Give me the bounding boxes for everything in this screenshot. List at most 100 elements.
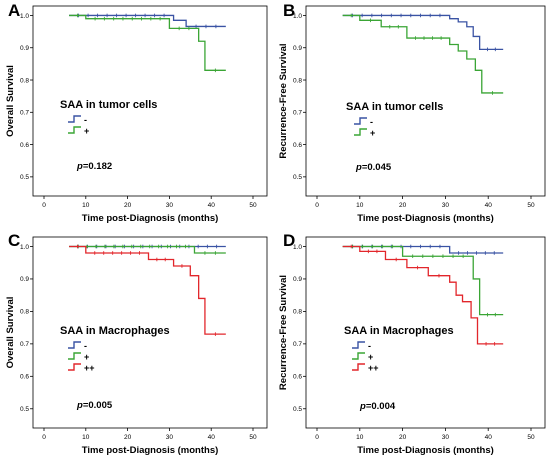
- y-tick-label: 1.0: [293, 13, 302, 20]
- legend: SAA in Macrophages-+++: [344, 325, 454, 373]
- x-tick-label: 10: [356, 202, 364, 209]
- x-tick-label: 20: [399, 434, 407, 441]
- x-tick-label: 10: [82, 202, 90, 209]
- panel-letter: B: [283, 1, 295, 20]
- x-axis-title: Time post-Diagnosis (months): [82, 213, 219, 224]
- y-tick-label: 1.0: [20, 13, 29, 20]
- x-tick-label: 40: [208, 202, 216, 209]
- legend: SAA in tumor cells -+: [60, 99, 157, 136]
- legend: SAA in tumor cells -+: [346, 101, 443, 138]
- legend-label: +: [370, 128, 375, 138]
- panel-b: B 0 10 20 30 40 50 0.5 0.6 0.7 0.8 0.9 1.0 Time post-…: [278, 1, 546, 224]
- x-tick-label: 40: [485, 202, 493, 209]
- plot-frame: [305, 236, 546, 429]
- x-tick-label: 10: [356, 434, 364, 441]
- legend-label: -: [368, 341, 371, 351]
- x-tick-label: 10: [82, 434, 90, 441]
- survival-curve-series-1: [342, 14, 504, 51]
- y-tick-label: 0.7: [20, 341, 29, 348]
- legend-label: +: [84, 352, 89, 362]
- panel-letter: C: [8, 231, 20, 250]
- x-tick-label: 0: [315, 202, 319, 209]
- y-tick-label: 0.8: [20, 77, 29, 84]
- y-tick-label: 1.0: [20, 244, 29, 251]
- legend: SAA in Macrophages-+++: [60, 325, 170, 373]
- y-tick-label: 0.5: [20, 406, 29, 413]
- panel-letter: A: [8, 1, 20, 20]
- y-tick-label: 0.7: [20, 110, 29, 117]
- legend-swatch: [352, 352, 365, 360]
- x-tick-label: 0: [42, 434, 46, 441]
- x-tick-label: 30: [166, 202, 174, 209]
- x-tick-label: 40: [208, 434, 216, 441]
- x-tick-label: 20: [399, 202, 407, 209]
- legend-swatch: [352, 363, 365, 371]
- x-tick-label: 0: [42, 202, 46, 209]
- y-tick-label: 0.6: [20, 374, 29, 381]
- legend-label: ++: [84, 363, 95, 373]
- y-tick-label: 0.5: [293, 174, 302, 181]
- y-tick-label: 0.7: [293, 341, 302, 348]
- y-tick-label: 0.7: [293, 110, 302, 117]
- p-value-symbol: p: [355, 162, 362, 173]
- survival-curve-series-2: [342, 245, 504, 316]
- p-value-symbol: p: [76, 161, 83, 172]
- survival-curve-series-3: [69, 245, 226, 335]
- p-value: p=0.045: [355, 162, 392, 173]
- x-tick-label: 50: [249, 434, 257, 441]
- legend-swatch: [354, 128, 367, 136]
- p-value-symbol: p: [359, 401, 366, 412]
- legend-label: +: [368, 352, 373, 362]
- y-tick-label: 0.9: [293, 276, 302, 283]
- y-axis-title: Overall Survival: [5, 297, 16, 369]
- x-tick-label: 50: [527, 202, 535, 209]
- y-tick-label: 1.0: [293, 244, 302, 251]
- x-tick-label: 50: [249, 202, 257, 209]
- y-tick-label: 0.6: [293, 142, 302, 149]
- y-tick-label: 0.8: [293, 77, 302, 84]
- legend-label: -: [84, 341, 87, 351]
- plot-frame: [305, 5, 546, 197]
- x-tick-label: 30: [442, 202, 450, 209]
- p-value-number: =0.045: [362, 162, 392, 173]
- legend-swatch: [352, 341, 365, 349]
- legend-title: SAA in tumor cells: [346, 101, 443, 113]
- x-axis-title: Time post-Diagnosis (months): [357, 445, 494, 456]
- legend-label: -: [84, 115, 87, 125]
- y-axis-title: Overall Survival: [5, 65, 16, 137]
- panel-a: A 0 10 20 30 40 50 0.5 0.6 0.7 0.8 0.9 1.0 Time post-…: [5, 1, 268, 224]
- x-tick-label: 20: [124, 202, 132, 209]
- p-value: p=0.004: [359, 401, 396, 412]
- legend-swatch: [68, 115, 81, 123]
- p-value-number: =0.005: [83, 400, 113, 411]
- panel-c: C 0 10 20 30 40 50 0.5 0.6 0.7 0.8 0.9 1.0 Time post-…: [5, 231, 268, 456]
- y-tick-label: 0.8: [293, 309, 302, 316]
- p-value: p=0.182: [76, 161, 112, 172]
- x-tick-label: 0: [315, 434, 319, 441]
- legend-label: -: [370, 117, 373, 127]
- x-tick-label: 20: [124, 434, 132, 441]
- panel-d: D 0 10 20 30 40 50 0.5 0.6 0.7 0.8 0.9 1.0 Time post-…: [278, 231, 546, 456]
- survival-curve-series-2: [342, 14, 504, 94]
- x-tick-label: 50: [527, 434, 535, 441]
- p-value-symbol: p: [76, 400, 83, 411]
- y-axis-title: Recurrence-Free Survival: [278, 275, 289, 390]
- legend-title: SAA in tumor cells: [60, 99, 157, 111]
- legend-swatch: [68, 363, 81, 371]
- legend-swatch: [68, 352, 81, 360]
- legend-swatch: [68, 341, 81, 349]
- y-tick-label: 0.5: [293, 406, 302, 413]
- y-tick-label: 0.9: [293, 45, 302, 52]
- x-axis-title: Time post-Diagnosis (months): [82, 445, 219, 456]
- y-tick-label: 0.6: [20, 142, 29, 149]
- y-tick-label: 0.5: [20, 174, 29, 181]
- y-tick-label: 0.6: [293, 374, 302, 381]
- panel-letter: D: [283, 231, 295, 250]
- x-tick-label: 40: [485, 434, 493, 441]
- legend-label: ++: [368, 363, 379, 373]
- plot-frame: [32, 5, 268, 197]
- y-tick-label: 0.8: [20, 309, 29, 316]
- x-axis-title: Time post-Diagnosis (months): [357, 213, 494, 224]
- legend-swatch: [68, 126, 81, 134]
- survival-curve-series-2: [69, 245, 226, 254]
